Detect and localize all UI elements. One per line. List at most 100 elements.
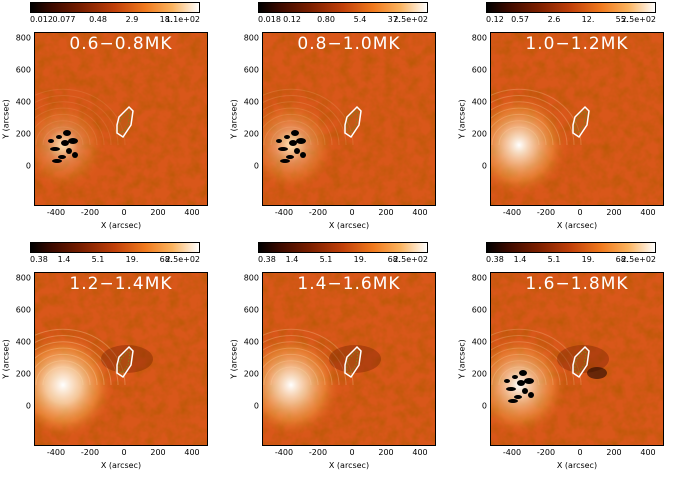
colorbar-tick-label: 1.4 <box>513 255 527 264</box>
y-tick-label: 0 <box>481 401 487 411</box>
emission-map <box>34 272 208 446</box>
x-tick-label: 200 <box>606 208 622 217</box>
y-tick-label: 0 <box>25 161 31 171</box>
y-tick-label: 200 <box>15 129 31 139</box>
x-tick-label: 200 <box>378 448 394 457</box>
emission-map <box>490 32 664 206</box>
y-tick-label: 400 <box>243 97 259 107</box>
colorbar-tick-label: 2.6 <box>547 15 561 24</box>
colorbar-ticks: 0.38 1.4 5.1 19. 68. 2.5e+02 <box>30 255 200 265</box>
colorbar-tick-label: 2.5e+02 <box>165 255 200 264</box>
temperature-range-label: 0.8−1.0MK <box>297 34 401 54</box>
colorbar-tick-label: 0.48 <box>89 15 107 24</box>
colorbar-tick-label: 2.5e+02 <box>621 255 656 264</box>
x-tick-label: 0 <box>121 208 127 217</box>
temperature-range-label: 1.6−1.8MK <box>525 274 629 294</box>
y-tick-label: 800 <box>471 33 487 43</box>
y-tick-label: 0 <box>481 161 487 171</box>
x-tick-label: 400 <box>184 208 200 217</box>
colorbar-tick-label: 0.077 <box>52 15 76 24</box>
emission-map <box>262 272 436 446</box>
x-axis-label: X (arcsec) <box>100 461 142 470</box>
x-tick-label: 200 <box>606 448 622 457</box>
temperature-range-label: 1.4−1.6MK <box>297 274 401 294</box>
colorbar-tick-label: 68. <box>387 255 401 264</box>
y-tick-label: 400 <box>471 337 487 347</box>
y-tick-label: 400 <box>471 97 487 107</box>
colorbar-tick-label: 2.9 <box>125 15 139 24</box>
y-tick-label: 200 <box>243 369 259 379</box>
x-tick-label: 200 <box>150 208 166 217</box>
colorbar-tick-label: 5.1 <box>319 255 333 264</box>
colorbar-tick-label: 5.1 <box>91 255 105 264</box>
x-axis-label: X (arcsec) <box>328 221 370 230</box>
x-tick-label: -200 <box>308 208 328 217</box>
y-tick-label: 0 <box>253 401 259 411</box>
colorbar-ticks: 0.12 0.57 2.6 12. 55. 2.5e+02 <box>486 15 656 25</box>
x-tick-label: -200 <box>536 448 556 457</box>
x-tick-label: 400 <box>412 448 428 457</box>
x-tick-label: 400 <box>640 208 656 217</box>
emission-map <box>34 32 208 206</box>
dem-panel: 0.012 0.077 0.48 2.9 18. 1.1e+02 Y (arcsec) 800… <box>0 0 228 239</box>
colorbar-tick-label: 1.4 <box>285 255 299 264</box>
y-tick-label: 800 <box>471 273 487 283</box>
x-tick-label: -200 <box>80 448 100 457</box>
colorbar-tick-label: 0.12 <box>486 15 504 24</box>
y-tick-label: 600 <box>15 305 31 315</box>
y-tick-label: 600 <box>471 305 487 315</box>
y-tick-label: 600 <box>471 65 487 75</box>
y-tick-label: 200 <box>243 129 259 139</box>
colorbar-tick-label: 0.12 <box>283 15 301 24</box>
y-tick-label: 800 <box>15 33 31 43</box>
y-tick-label: 600 <box>243 65 259 75</box>
dem-panel: 0.38 1.4 5.1 19. 68. 2.5e+02 Y (arcsec) 800 600 4… <box>228 240 456 479</box>
y-tick-label: 400 <box>15 97 31 107</box>
colorbar-tick-label: 12. <box>581 15 595 24</box>
x-axis-label: X (arcsec) <box>556 461 598 470</box>
x-tick-label: 400 <box>640 448 656 457</box>
colorbar <box>258 242 428 253</box>
dem-panel: 0.12 0.57 2.6 12. 55. 2.5e+02 Y (arcsec) 800 600… <box>456 0 684 239</box>
emission-map <box>490 272 664 446</box>
y-tick-label: 200 <box>15 369 31 379</box>
colorbar-tick-label: 5.1 <box>547 255 561 264</box>
x-tick-label: 200 <box>150 448 166 457</box>
colorbar-tick-label: 0.38 <box>486 255 504 264</box>
colorbar-tick-label: 0.38 <box>30 255 48 264</box>
colorbar-tick-label: 18. <box>159 15 173 24</box>
colorbar-tick-label: 19. <box>353 255 367 264</box>
colorbar-tick-label: 0.38 <box>258 255 276 264</box>
colorbar-tick-label: 37. <box>387 15 401 24</box>
colorbar-tick-label: 2.5e+02 <box>393 15 428 24</box>
colorbar-tick-label: 68. <box>615 255 629 264</box>
x-tick-label: -200 <box>80 208 100 217</box>
x-tick-label: -400 <box>46 448 66 457</box>
y-tick-label: 400 <box>243 337 259 347</box>
colorbar <box>30 242 200 253</box>
y-tick-label: 800 <box>243 273 259 283</box>
x-axis-label: X (arcsec) <box>328 461 370 470</box>
y-tick-label: 600 <box>243 305 259 315</box>
colorbar-tick-label: 0.012 <box>30 15 53 24</box>
temperature-range-label: 0.6−0.8MK <box>69 34 173 54</box>
colorbar-ticks: 0.018 0.12 0.80 5.4 37. 2.5e+02 <box>258 15 428 25</box>
x-tick-label: 0 <box>577 208 583 217</box>
colorbar-tick-label: 19. <box>581 255 595 264</box>
x-tick-label: -400 <box>46 208 66 217</box>
temperature-range-label: 1.2−1.4MK <box>69 274 173 294</box>
x-axis-label: X (arcsec) <box>556 221 598 230</box>
colorbar-tick-label: 1.1e+02 <box>165 15 200 24</box>
y-tick-label: 0 <box>25 401 31 411</box>
colorbar-ticks: 0.012 0.077 0.48 2.9 18. 1.1e+02 <box>30 15 200 25</box>
x-tick-label: 0 <box>349 208 355 217</box>
x-tick-label: 400 <box>412 208 428 217</box>
dem-panel: 0.38 1.4 5.1 19. 68. 2.5e+02 Y (arcsec) 800 600 4… <box>0 240 228 479</box>
x-tick-label: -400 <box>274 208 294 217</box>
colorbar-tick-label: 0.018 <box>258 15 281 24</box>
colorbar-tick-label: 55. <box>615 15 629 24</box>
colorbar-tick-label: 2.5e+02 <box>393 255 428 264</box>
dem-panel: 0.38 1.4 5.1 19. 68. 2.5e+02 Y (arcsec) 800 600 4… <box>456 240 684 479</box>
x-tick-label: 200 <box>378 208 394 217</box>
x-tick-label: 0 <box>121 448 127 457</box>
